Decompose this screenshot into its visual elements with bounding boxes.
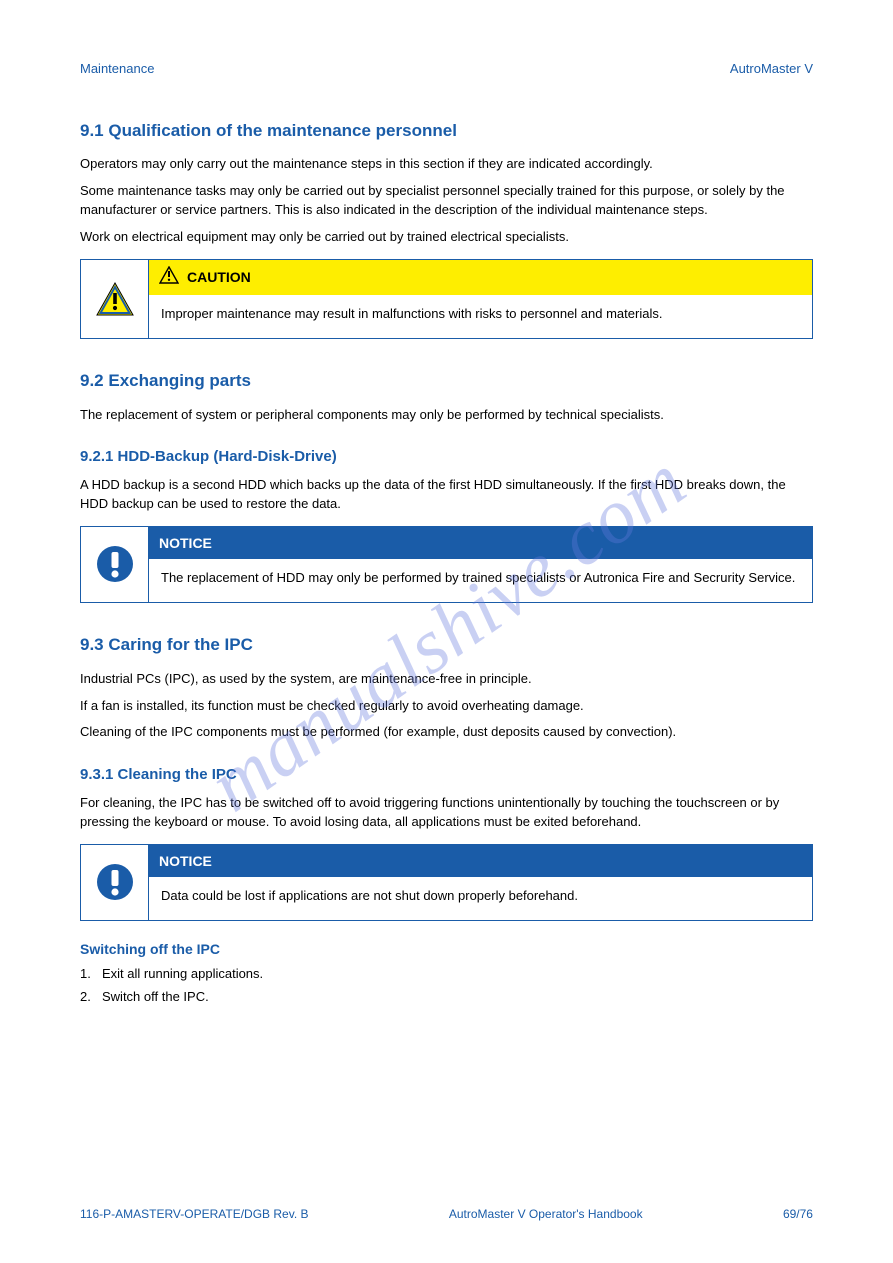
paragraph: For cleaning, the IPC has to be switched… bbox=[80, 794, 813, 832]
paragraph: If a fan is installed, its function must… bbox=[80, 697, 813, 716]
notice-label: NOTICE bbox=[159, 851, 212, 871]
subsection-heading-9-2-1: 9.2.1 HDD-Backup (Hard-Disk-Drive) bbox=[80, 446, 813, 468]
caution-callout: CAUTION Improper maintenance may result … bbox=[80, 259, 813, 339]
footer-center: AutroMaster V Operator's Handbook bbox=[449, 1206, 643, 1223]
notice-exclamation-icon bbox=[81, 527, 149, 602]
steps-list: Exit all running applications. Switch of… bbox=[80, 965, 813, 1007]
paragraph: Cleaning of the IPC components must be p… bbox=[80, 723, 813, 742]
warning-triangle-small-icon bbox=[159, 266, 179, 289]
caution-label: CAUTION bbox=[187, 267, 251, 287]
step-item: Exit all running applications. bbox=[80, 965, 813, 984]
section-heading-9-1: 9.1 Qualification of the maintenance per… bbox=[80, 119, 813, 144]
paragraph: Industrial PCs (IPC), as used by the sys… bbox=[80, 670, 813, 689]
notice-message: The replacement of HDD may only be perfo… bbox=[149, 559, 812, 602]
caution-title-bar: CAUTION bbox=[149, 260, 812, 295]
section-heading-9-2: 9.2 Exchanging parts bbox=[80, 369, 813, 394]
paragraph: The replacement of system or peripheral … bbox=[80, 406, 813, 425]
header-left: Maintenance bbox=[80, 60, 154, 79]
page-header: Maintenance AutroMaster V bbox=[80, 60, 813, 79]
step-item: Switch off the IPC. bbox=[80, 988, 813, 1007]
header-right: AutroMaster V bbox=[730, 60, 813, 79]
paragraph: Operators may only carry out the mainten… bbox=[80, 155, 813, 174]
paragraph: A HDD backup is a second HDD which backs… bbox=[80, 476, 813, 514]
notice-callout: NOTICE The replacement of HDD may only b… bbox=[80, 526, 813, 603]
footer-left: 116-P-AMASTERV-OPERATE/DGB Rev. B bbox=[80, 1206, 309, 1223]
paragraph: Work on electrical equipment may only be… bbox=[80, 228, 813, 247]
notice-title-bar: NOTICE bbox=[149, 527, 812, 559]
notice-label: NOTICE bbox=[159, 533, 212, 553]
caution-message: Improper maintenance may result in malfu… bbox=[149, 295, 812, 338]
notice-exclamation-icon bbox=[81, 845, 149, 920]
page-footer: 116-P-AMASTERV-OPERATE/DGB Rev. B AutroM… bbox=[80, 1206, 813, 1223]
notice-callout: NOTICE Data could be lost if application… bbox=[80, 844, 813, 921]
notice-title-bar: NOTICE bbox=[149, 845, 812, 877]
subsection-heading-9-3-1: 9.3.1 Cleaning the IPC bbox=[80, 764, 813, 786]
paragraph: Some maintenance tasks may only be carri… bbox=[80, 182, 813, 220]
steps-heading: Switching off the IPC bbox=[80, 939, 813, 959]
section-heading-9-3: 9.3 Caring for the IPC bbox=[80, 633, 813, 658]
footer-right: 69/76 bbox=[783, 1206, 813, 1223]
notice-message: Data could be lost if applications are n… bbox=[149, 877, 812, 920]
warning-triangle-icon bbox=[81, 260, 149, 338]
